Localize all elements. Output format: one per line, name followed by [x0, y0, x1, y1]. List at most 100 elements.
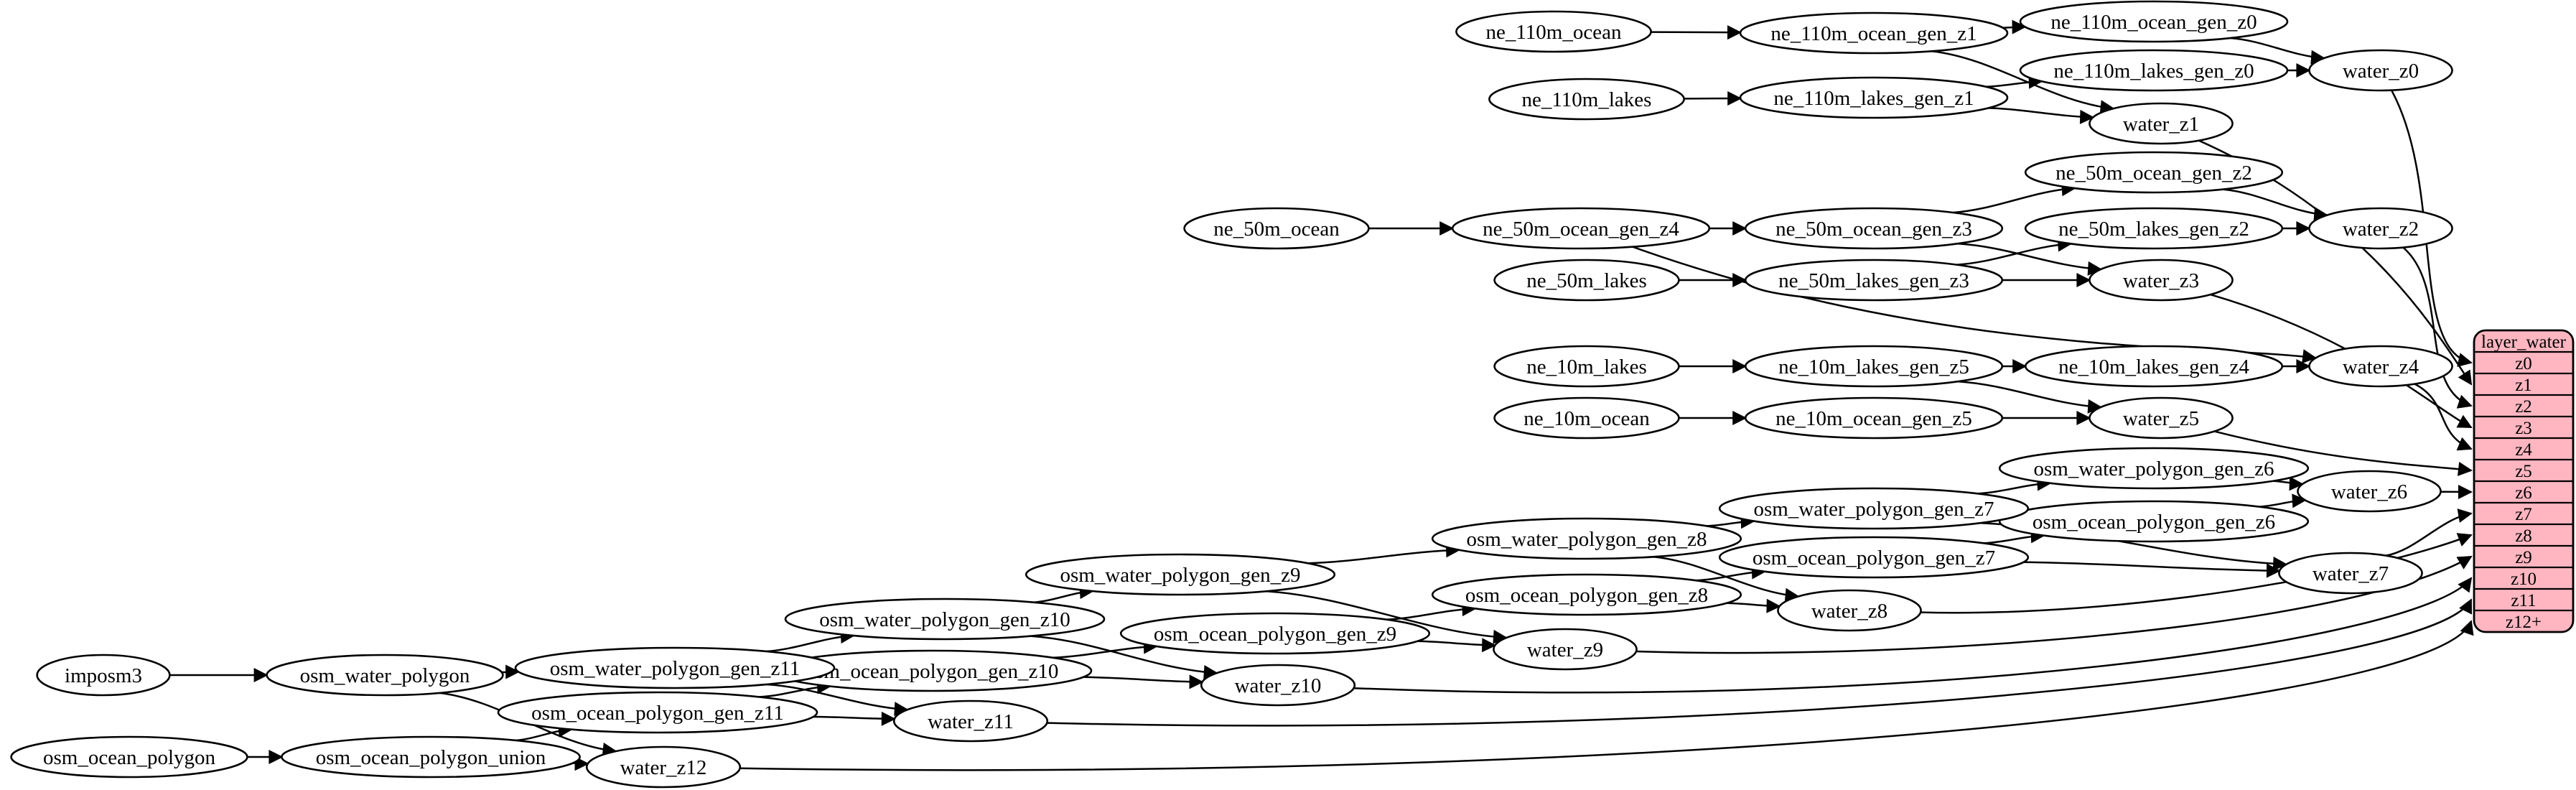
node-water_z2: water_z2 — [2309, 208, 2452, 248]
node-osm_ocean_polygon: osm_ocean_polygon — [11, 737, 248, 777]
node-label-ne_50m_ocean_gen_z2: ne_50m_ocean_gen_z2 — [2055, 162, 2252, 185]
node-label-ne_50m_ocean: ne_50m_ocean — [1213, 218, 1340, 241]
layer-water-row-z3: z3 — [2515, 419, 2532, 438]
node-label-water_z12: water_z12 — [620, 756, 707, 779]
node-ne_110m_lakes_gen_z0: ne_110m_lakes_gen_z0 — [2020, 50, 2287, 90]
node-water_z9: water_z9 — [1493, 629, 1636, 669]
node-ne_110m_ocean_gen_z1: ne_110m_ocean_gen_z1 — [1740, 13, 2007, 53]
node-imposm3: imposm3 — [37, 655, 170, 695]
node-osm_water_polygon_gen_z6: osm_water_polygon_gen_z6 — [1999, 448, 2308, 488]
node-osm_ocean_polygon_gen_z6: osm_ocean_polygon_gen_z6 — [1999, 501, 2308, 542]
node-label-osm_ocean_polygon_gen_z8: osm_ocean_polygon_gen_z8 — [1465, 584, 1708, 607]
node-label-ne_110m_lakes: ne_110m_lakes — [1522, 88, 1652, 111]
node-water_z12: water_z12 — [587, 747, 740, 787]
edge-ne_50m_ocean_gen_z3-to-ne_50m_ocean_gen_z2 — [1953, 188, 2075, 213]
nodes-layer: ne_110m_ocean ne_110m_ocean_gen_z1 ne_110m… — [11, 1, 2453, 787]
node-ne_110m_lakes: ne_110m_lakes — [1489, 79, 1684, 119]
node-label-ne_10m_lakes_gen_z4: ne_10m_lakes_gen_z4 — [2058, 356, 2249, 378]
layer-water-table-title: layer_water — [2481, 333, 2567, 352]
node-water_z0: water_z0 — [2309, 50, 2452, 90]
node-label-water_z7: water_z7 — [2313, 562, 2389, 585]
edge-osm_ocean_polygon_gen_z7-to-water_z7 — [2023, 562, 2279, 571]
node-label-ne_50m_lakes_gen_z3: ne_50m_lakes_gen_z3 — [1778, 269, 1969, 292]
layer-water-row-z0: z0 — [2515, 354, 2532, 373]
node-osm_ocean_polygon_union: osm_ocean_polygon_union — [281, 737, 579, 777]
node-label-water_z9: water_z9 — [1527, 638, 1603, 661]
edge-ne_10m_lakes_gen_z5-to-water_z5 — [1958, 381, 2101, 407]
node-ne_50m_ocean_gen_z2: ne_50m_ocean_gen_z2 — [2025, 152, 2282, 192]
node-label-imposm3: imposm3 — [65, 664, 142, 687]
node-label-ne_10m_ocean: ne_10m_ocean — [1523, 407, 1650, 430]
edge-osm_ocean_polygon_gen_z9-to-osm_ocean_polygon_gen_z8 — [1386, 608, 1475, 619]
node-label-ne_110m_ocean: ne_110m_ocean — [1486, 21, 1622, 44]
edge-osm_water_polygon_gen_z6-to-water_z6 — [2273, 481, 2302, 484]
node-ne_50m_ocean_gen_z4: ne_50m_ocean_gen_z4 — [1452, 208, 1709, 248]
layer-water-row-z9: z9 — [2515, 548, 2532, 567]
layer-water-row-z12+: z12+ — [2506, 613, 2542, 632]
node-label-water_z5: water_z5 — [2123, 407, 2199, 430]
layer-water-row-z4: z4 — [2515, 440, 2532, 460]
edge-ne_50m_ocean_gen_z3-to-water_z3 — [1958, 243, 2101, 269]
node-label-osm_water_polygon_gen_z9: osm_water_polygon_gen_z9 — [1060, 564, 1300, 587]
node-label-osm_ocean_polygon_gen_z7: osm_ocean_polygon_gen_z7 — [1753, 547, 1995, 570]
node-label-osm_water_polygon_gen_z8: osm_water_polygon_gen_z8 — [1466, 528, 1707, 551]
node-label-ne_10m_lakes: ne_10m_lakes — [1526, 356, 1647, 378]
node-label-water_z8: water_z8 — [1811, 600, 1887, 623]
layer-water-row-z1: z1 — [2515, 376, 2532, 395]
node-label-ne_50m_ocean_gen_z4: ne_50m_ocean_gen_z4 — [1483, 218, 1679, 241]
layer-water-table: layer_waterz0z1z2z3z4z5z6z7z8z9z10z11z12… — [2474, 330, 2573, 632]
edge-osm_ocean_polygon_gen_z11-to-water_z11 — [813, 717, 895, 719]
node-osm_ocean_polygon_gen_z11: osm_ocean_polygon_gen_z11 — [498, 692, 817, 733]
node-label-osm_water_polygon: osm_water_polygon — [300, 664, 470, 687]
layer-water-row-z6: z6 — [2515, 483, 2532, 503]
node-label-osm_ocean_polygon_union: osm_ocean_polygon_union — [316, 746, 546, 769]
node-osm_ocean_polygon_gen_z8: osm_ocean_polygon_gen_z8 — [1432, 575, 1741, 615]
node-label-ne_110m_ocean_gen_z0: ne_110m_ocean_gen_z0 — [2050, 11, 2257, 34]
layer-water-row-z5: z5 — [2515, 462, 2532, 481]
edge-osm_ocean_polygon_gen_z7-to-osm_ocean_polygon_gen_z6 — [1984, 536, 2044, 544]
node-ne_110m_ocean: ne_110m_ocean — [1456, 11, 1651, 52]
node-label-water_z4: water_z4 — [2343, 356, 2419, 378]
edge-ne_110m_lakes_gen_z1-to-water_z1 — [1989, 108, 2094, 117]
node-label-water_z0: water_z0 — [2343, 60, 2419, 83]
node-ne_10m_lakes_gen_z5: ne_10m_lakes_gen_z5 — [1745, 346, 2002, 386]
node-ne_50m_ocean: ne_50m_ocean — [1185, 208, 1369, 248]
node-osm_water_polygon_gen_z9: osm_water_polygon_gen_z9 — [1026, 554, 1335, 595]
node-label-ne_50m_ocean_gen_z3: ne_50m_ocean_gen_z3 — [1775, 218, 1972, 241]
layer-water-row-z8: z8 — [2515, 526, 2532, 546]
node-label-osm_ocean_polygon: osm_ocean_polygon — [43, 746, 216, 769]
node-label-ne_50m_lakes_gen_z2: ne_50m_lakes_gen_z2 — [2058, 218, 2249, 241]
layer-water-row-z2: z2 — [2515, 397, 2532, 417]
node-osm_water_polygon_gen_z7: osm_water_polygon_gen_z7 — [1719, 488, 2028, 529]
node-label-osm_water_polygon_gen_z11: osm_water_polygon_gen_z11 — [550, 657, 800, 680]
node-label-osm_ocean_polygon_gen_z6: osm_ocean_polygon_gen_z6 — [2033, 511, 2275, 534]
layer-water-row-z11: z11 — [2511, 591, 2536, 610]
node-water_z1: water_z1 — [2089, 103, 2232, 144]
node-ne_110m_lakes_gen_z1: ne_110m_lakes_gen_z1 — [1740, 78, 2007, 118]
node-label-osm_water_polygon_gen_z6: osm_water_polygon_gen_z6 — [2033, 457, 2274, 480]
node-osm_water_polygon: osm_water_polygon — [267, 655, 503, 695]
node-water_z5: water_z5 — [2089, 398, 2232, 438]
node-water_z10: water_z10 — [1201, 665, 1355, 705]
edge-osm_ocean_polygon_gen_z6-to-water_z6 — [2259, 500, 2305, 506]
node-label-ne_10m_ocean_gen_z5: ne_10m_ocean_gen_z5 — [1775, 407, 1972, 430]
node-label-ne_110m_lakes_gen_z1: ne_110m_lakes_gen_z1 — [1773, 87, 1974, 110]
node-ne_50m_lakes_gen_z2: ne_50m_lakes_gen_z2 — [2025, 208, 2282, 248]
node-label-water_z10: water_z10 — [1235, 674, 1322, 697]
edge-osm_ocean_polygon_union-to-water_z12 — [573, 763, 588, 764]
node-osm_water_polygon_gen_z8: osm_water_polygon_gen_z8 — [1432, 519, 1741, 559]
node-label-ne_110m_ocean_gen_z1: ne_110m_ocean_gen_z1 — [1770, 22, 1977, 45]
node-label-osm_ocean_polygon_gen_z9: osm_ocean_polygon_gen_z9 — [1154, 623, 1396, 646]
node-label-osm_water_polygon_gen_z10: osm_water_polygon_gen_z10 — [819, 608, 1070, 631]
edge-osm_water_polygon_gen_z11-to-osm_water_polygon_gen_z10 — [766, 636, 854, 651]
node-label-osm_water_polygon_gen_z7: osm_water_polygon_gen_z7 — [1753, 498, 1994, 521]
node-osm_ocean_polygon_gen_z9: osm_ocean_polygon_gen_z9 — [1121, 613, 1429, 654]
edge-ne_50m_ocean_gen_z2-to-water_z2 — [2223, 190, 2327, 215]
edge-osm_ocean_polygon_union-to-osm_ocean_polygon_gen_z11 — [515, 730, 571, 740]
edge-osm_water_polygon_gen_z8-to-osm_water_polygon_gen_z7 — [1707, 521, 1754, 526]
layer-water-row-z7: z7 — [2515, 505, 2532, 524]
node-label-water_z1: water_z1 — [2123, 113, 2199, 136]
node-label-water_z2: water_z2 — [2343, 218, 2419, 241]
edge-osm_ocean_polygon_gen_z10-to-water_z10 — [1083, 677, 1203, 682]
